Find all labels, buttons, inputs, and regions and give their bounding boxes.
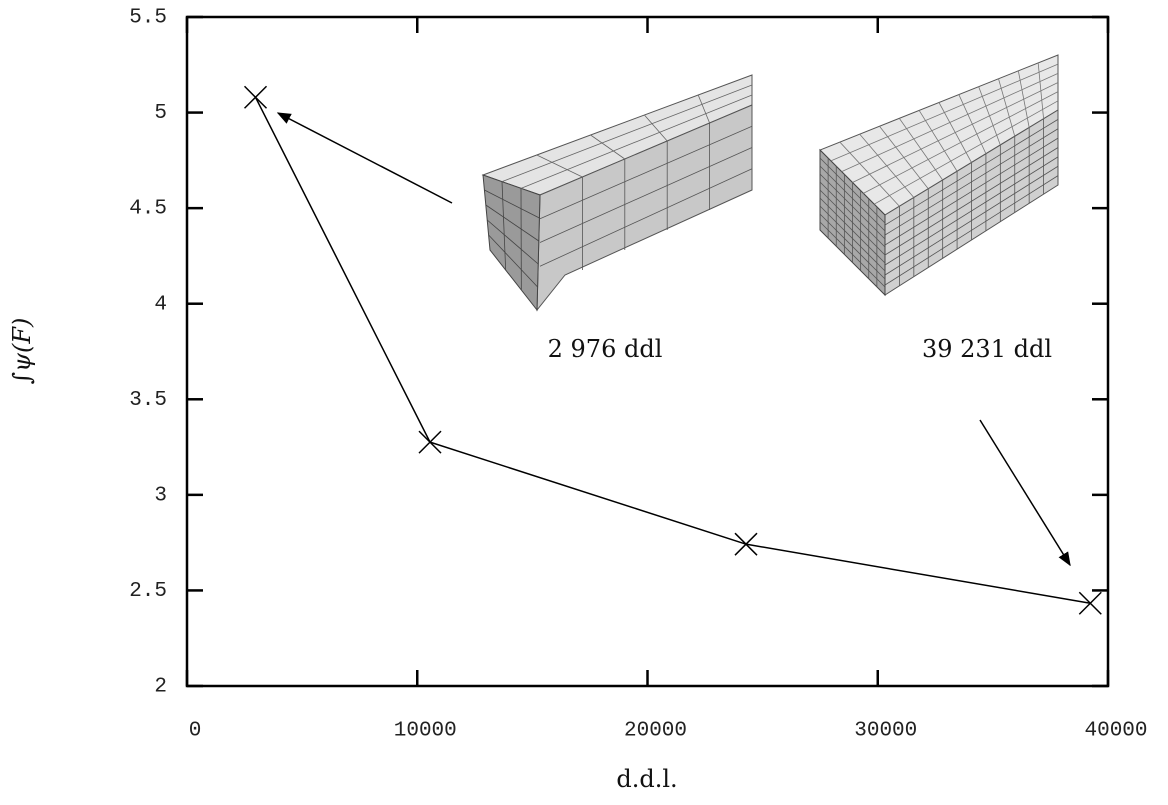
mesh-line [884, 175, 1059, 286]
mesh-line [819, 205, 886, 272]
x-tick-label: 30000 [854, 720, 917, 743]
x-tick-label: 40000 [1084, 720, 1147, 743]
y-tick-label: 5.5 [129, 7, 167, 30]
mesh-line [819, 157, 886, 224]
y-tick-label: 2.5 [129, 580, 167, 603]
point-marker [418, 430, 442, 454]
mesh-line [486, 219, 539, 265]
x-tick-label: 10000 [394, 720, 457, 743]
mesh-line [884, 165, 1059, 276]
y-tick-label: 4.5 [129, 198, 167, 221]
mesh-illustrations [481, 54, 1059, 312]
mesh-line [485, 204, 540, 242]
point-marker [1078, 591, 1102, 615]
mesh-line [488, 234, 538, 288]
mesh-line [873, 100, 1059, 205]
mesh-line [841, 72, 1059, 173]
mesh-line [884, 119, 1059, 226]
mesh-line [819, 197, 886, 264]
annotation: 2 976 ddl [548, 335, 663, 363]
x-tick-label: 0 [189, 720, 202, 743]
point-marker [243, 85, 268, 109]
arrow [979, 419, 1071, 567]
mesh-line [539, 147, 753, 243]
arrow [276, 112, 453, 204]
y-axis-label: ∫ψ(F) [8, 318, 36, 385]
mesh-line [884, 137, 1059, 246]
y-tick-label: 3 [154, 484, 167, 507]
mesh-line [863, 91, 1059, 194]
point-marker [734, 532, 758, 556]
mesh-line [484, 189, 540, 219]
x-tick-label: 20000 [624, 720, 687, 743]
mesh-line [539, 168, 753, 267]
y-tick-label: 4 [154, 293, 167, 316]
mesh-line [819, 165, 886, 232]
mesh-line [819, 181, 886, 248]
y-tick-label: 2 [154, 676, 167, 699]
mesh-line [539, 125, 753, 220]
mesh-line [697, 94, 710, 124]
mesh-front [482, 174, 541, 312]
mesh-line [884, 128, 1059, 236]
mesh-line [819, 221, 886, 288]
mesh-line [830, 63, 1059, 162]
mesh-line [884, 156, 1059, 266]
mesh-line [644, 114, 668, 142]
series-line [254, 96, 1091, 604]
mesh-line [590, 134, 626, 160]
mesh-line [819, 189, 886, 256]
mesh-line [819, 173, 886, 240]
mesh-line [520, 94, 753, 189]
mesh-line [819, 213, 886, 280]
mesh-line [501, 181, 507, 271]
mesh-line [884, 147, 1059, 256]
y-tick-label: 3.5 [129, 389, 167, 412]
mesh-line [852, 82, 1059, 183]
annotation: 39 231 ddl [922, 335, 1052, 363]
mesh-line [501, 84, 753, 183]
y-tick-label: 5 [154, 102, 167, 125]
mesh-line [536, 154, 583, 178]
x-axis-label: d.d.l. [616, 765, 677, 793]
